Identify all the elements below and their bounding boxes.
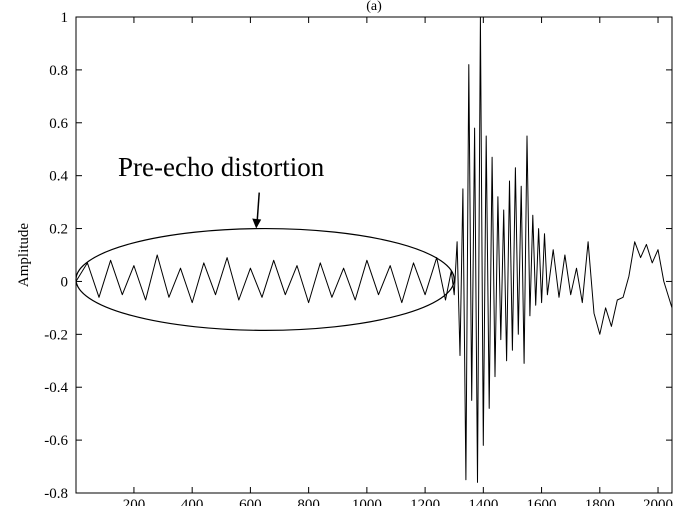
pre-echo-arrow — [256, 192, 260, 221]
x-tick-label: 600 — [239, 497, 262, 506]
signal-series-line — [75, 16, 673, 483]
x-tick-label: 1800 — [585, 497, 615, 506]
pre-echo-ellipse — [75, 227, 455, 331]
x-tick-label: 400 — [181, 497, 204, 506]
x-tick-label: 800 — [297, 497, 320, 506]
y-tick-label: -0.4 — [44, 380, 68, 396]
x-tick-label: 1000 — [352, 497, 382, 506]
x-tick-label: 2000 — [643, 497, 673, 506]
y-tick-label: -0.8 — [44, 486, 68, 502]
y-axis: -0.8 -0.6 -0.4 -0.2 0 0.2 0.4 0.6 0.8 1 — [44, 10, 672, 502]
pre-echo-arrowhead — [252, 218, 262, 229]
x-tick-label: 1400 — [468, 497, 498, 506]
pre-echo-label: Pre-echo distortion — [118, 152, 325, 182]
annotation-layer: Pre-echo distortion — [75, 152, 455, 331]
x-axis: 200 400 600 800 1000 1200 1400 1600 1800 2000 — [123, 17, 673, 506]
y-tick-label: 0 — [61, 274, 69, 290]
panel-label: (a) — [366, 0, 382, 14]
x-tick-label: 1200 — [410, 497, 440, 506]
y-tick-label: 1 — [61, 10, 69, 26]
y-tick-label: -0.6 — [44, 433, 68, 449]
y-tick-label: 0.6 — [49, 116, 68, 132]
y-tick-label: 0.8 — [49, 63, 68, 79]
y-axis-title: Amplitude — [16, 223, 32, 288]
series-layer — [75, 16, 673, 483]
y-tick-label: 0.2 — [49, 222, 68, 238]
y-tick-label: -0.2 — [44, 327, 68, 343]
x-tick-label: 1600 — [527, 497, 557, 506]
y-tick-label: 0.4 — [49, 169, 68, 185]
plot-frame — [75, 16, 673, 494]
x-tick-label: 200 — [123, 497, 146, 506]
